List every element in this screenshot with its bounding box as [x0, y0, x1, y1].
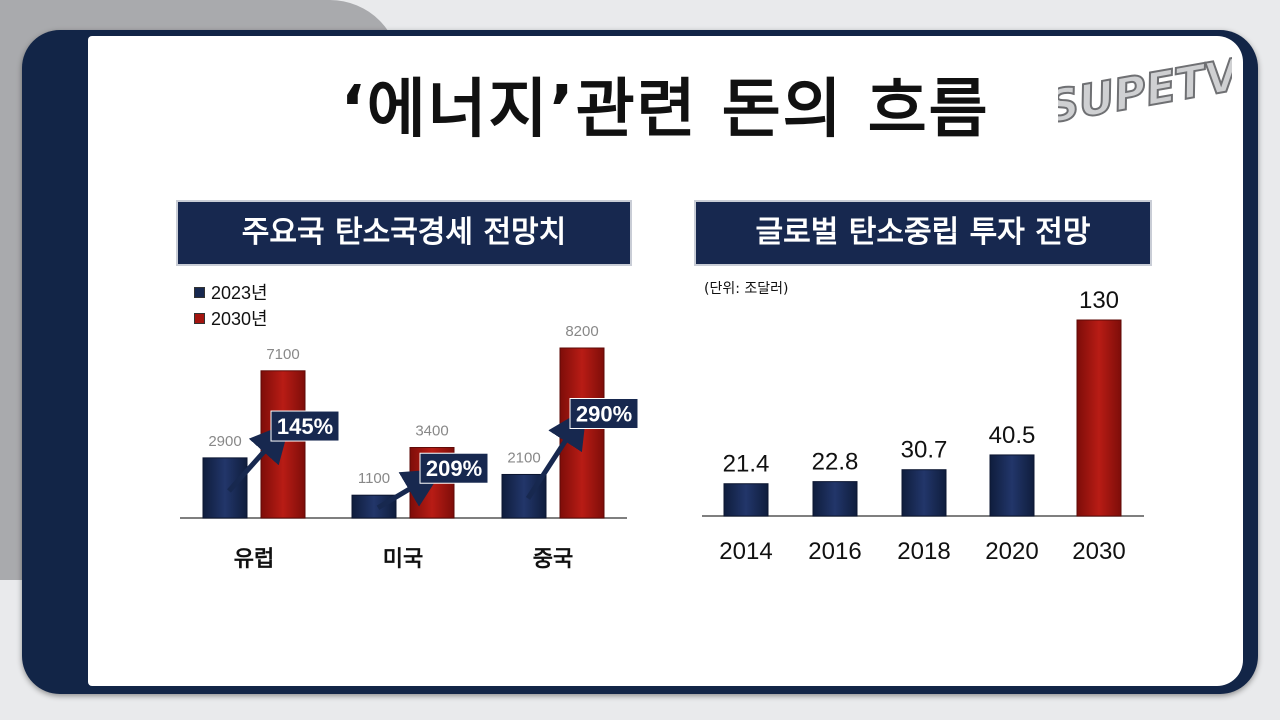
growth-label-box-1 [419, 452, 489, 484]
growth-label-0: 145% [277, 414, 333, 439]
growth-label-2: 290% [576, 402, 632, 427]
data-label-2023-2: 2100 [507, 449, 540, 466]
chart-left-legend: 2023년 2030년 [194, 279, 268, 331]
data-label-2030-1: 3400 [415, 423, 448, 440]
data-label-investment-2018: 30.7 [901, 437, 948, 464]
growth-arrow-0 [227, 422, 291, 493]
x-tick-label-right-2: 2018 [897, 538, 950, 565]
legend-item-2030: 2030년 [194, 305, 268, 331]
data-label-2030-0: 7100 [266, 346, 299, 363]
chart-left-title: 주요국 탄소국경세 전망치 [176, 200, 632, 266]
growth-label-box-0 [270, 410, 340, 442]
growth-label-box-2 [569, 398, 639, 429]
slide-panel [88, 36, 1243, 686]
legend-label-2023: 2023년 [211, 283, 268, 303]
x-tick-label-right-1: 2016 [808, 538, 861, 565]
x-tick-label-right-0: 2014 [719, 538, 772, 565]
data-label-investment-2030: 130 [1079, 287, 1119, 314]
supetv-logo: SUPETV [1058, 48, 1232, 134]
chart-right-unit-note: (단위: 조달러) [704, 281, 789, 297]
slide-title: ‘에너지’관련 돈의 흐름 [340, 73, 990, 147]
chart-right-title: 글로벌 탄소중립 투자 전망 [694, 200, 1152, 266]
bar-investment-2014 [723, 483, 769, 517]
x-tick-label-right-4: 2030 [1072, 538, 1125, 565]
data-label-investment-2016: 22.8 [812, 449, 859, 476]
bar-investment-2030 [1076, 319, 1122, 517]
bar-investment-2018 [901, 469, 947, 517]
bar-investment-2016 [812, 481, 858, 517]
legend-swatch-2023 [194, 286, 205, 298]
legend-label-2030: 2030년 [211, 309, 268, 329]
bar-investment-2020 [989, 454, 1035, 517]
data-label-investment-2014: 21.4 [723, 451, 770, 478]
data-label-investment-2020: 40.5 [989, 422, 1036, 449]
bar-2030-2 [559, 347, 605, 519]
legend-swatch-2030 [194, 312, 205, 324]
data-label-2023-1: 1100 [358, 470, 390, 487]
x-tick-label-right-3: 2020 [985, 538, 1038, 565]
x-tick-label-left-0: 유럽 [234, 547, 274, 572]
data-label-2023-0: 2900 [208, 433, 241, 450]
growth-label-1: 209% [426, 456, 482, 481]
growth-arrow-2 [525, 407, 587, 500]
x-tick-label-left-2: 중국 [533, 547, 573, 572]
growth-arrow-1 [376, 469, 444, 510]
x-tick-label-left-1: 미국 [383, 547, 423, 572]
bar-2023-0 [202, 457, 248, 519]
legend-item-2023: 2023년 [194, 279, 268, 305]
data-label-2030-2: 8200 [565, 323, 598, 340]
